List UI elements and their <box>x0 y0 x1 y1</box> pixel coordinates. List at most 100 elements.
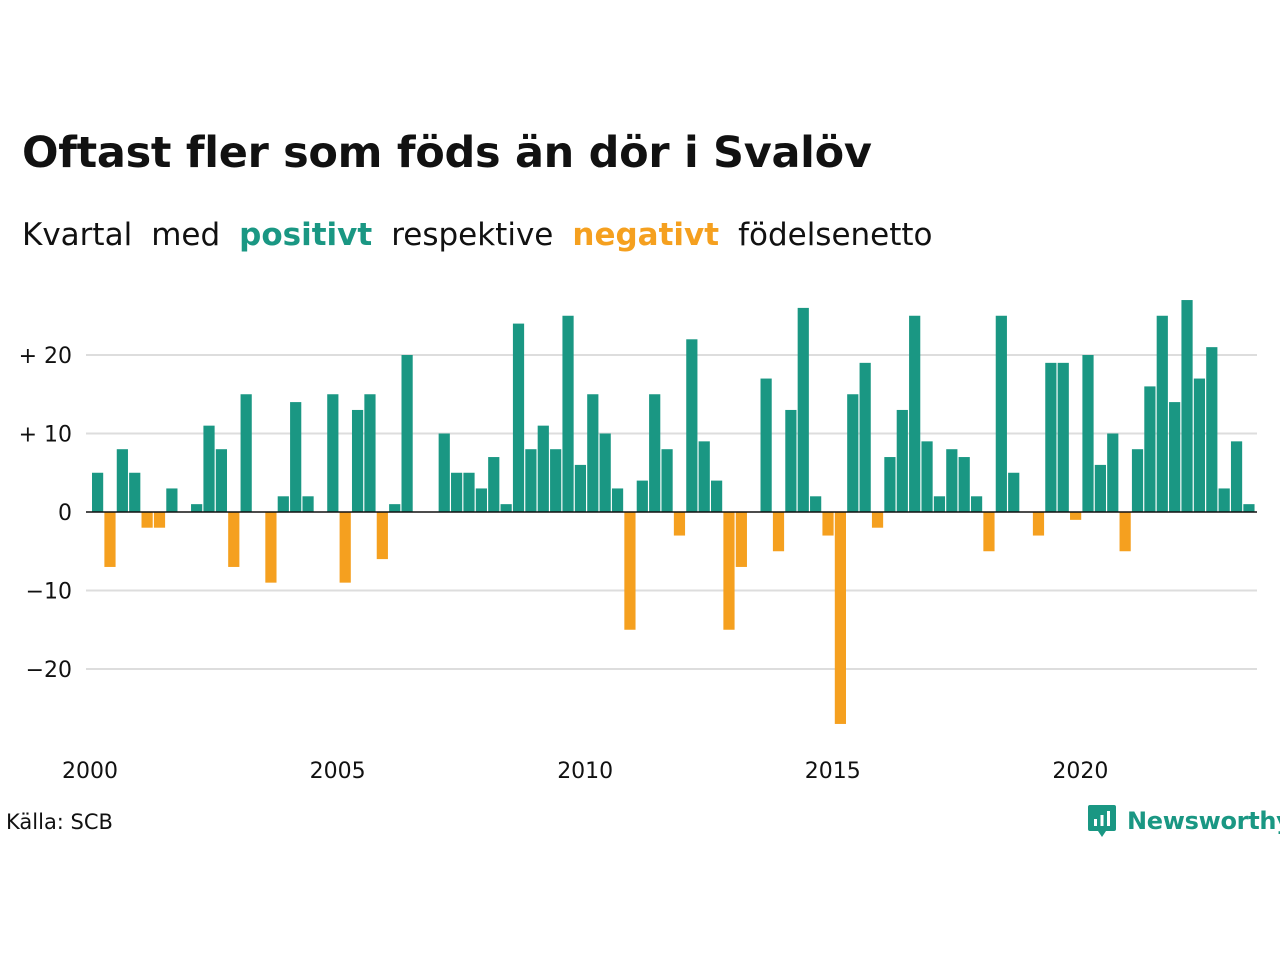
bar <box>636 480 648 512</box>
bar <box>946 449 958 512</box>
chart-grid <box>86 354 1257 670</box>
source-note: Källa: SCB <box>6 810 113 834</box>
bar <box>512 323 525 512</box>
bar <box>327 394 339 512</box>
bar <box>711 480 723 512</box>
bar <box>611 488 624 512</box>
bar <box>909 315 921 512</box>
bar <box>364 394 376 512</box>
bar <box>1181 300 1193 512</box>
chart-subtitle: Kvartal med positivt respektive negativt föde… <box>22 217 952 253</box>
bar <box>673 512 686 536</box>
bar <box>351 409 364 512</box>
bar <box>772 512 785 552</box>
bar <box>92 472 104 512</box>
bar <box>438 433 450 512</box>
subtitle-word: med <box>151 217 221 253</box>
bar <box>723 512 735 630</box>
bar <box>463 472 475 512</box>
bar <box>537 425 549 512</box>
bar <box>735 512 747 567</box>
bar <box>1218 488 1230 512</box>
bar <box>1156 315 1168 512</box>
bar <box>1119 512 1131 552</box>
bar <box>475 488 487 512</box>
y-tick-label: 0 <box>58 501 72 526</box>
chart-title: Oftast fler som föds än dör i Svalöv <box>22 128 872 178</box>
chart-bars <box>92 300 1255 724</box>
bar <box>785 409 797 512</box>
x-tick-label: 2010 <box>557 759 613 784</box>
bar <box>116 449 128 512</box>
bar <box>1082 355 1094 512</box>
subtitle-word: respektive <box>391 217 554 253</box>
bar <box>760 378 772 512</box>
bar <box>958 457 970 512</box>
bar <box>302 496 314 512</box>
y-tick-label: + 10 <box>19 423 72 448</box>
bar <box>1193 378 1206 512</box>
bar <box>970 496 983 512</box>
bar <box>389 504 401 512</box>
subtitle-negative: negativt <box>572 217 720 253</box>
x-tick-label: 2005 <box>310 759 366 784</box>
bar <box>686 339 698 512</box>
x-tick-label: 2015 <box>805 759 861 784</box>
bar <box>265 512 277 583</box>
bar <box>228 512 240 567</box>
brand-logo[interactable]: Newsworthy <box>1087 803 1280 839</box>
bar <box>1045 362 1057 512</box>
bar <box>698 441 710 512</box>
x-tick-label: 2000 <box>62 759 118 784</box>
bar <box>995 315 1007 512</box>
bar <box>104 512 116 567</box>
bar-chart: −20 −10 0 + 10 + 20 2000 2005 2010 2015 2020 <box>19 300 1257 784</box>
bar <box>896 409 908 512</box>
newsworthy-logo-icon <box>1088 805 1116 837</box>
bar <box>574 464 587 512</box>
bar <box>1008 472 1020 512</box>
subtitle-word: födelsenetto <box>738 217 933 253</box>
y-tick-label: −10 <box>26 580 72 605</box>
bar <box>797 307 809 512</box>
bar <box>1131 449 1144 512</box>
bar <box>859 362 871 512</box>
bar <box>277 496 289 512</box>
bar <box>203 425 215 512</box>
subtitle-positive: positivt <box>239 217 373 253</box>
y-tick-label: −20 <box>26 658 72 683</box>
bar <box>339 512 351 583</box>
bar <box>451 472 463 512</box>
subtitle-word: Kvartal <box>22 217 133 253</box>
bar <box>141 512 153 528</box>
bar <box>1107 433 1119 512</box>
bar <box>500 504 512 512</box>
bar <box>884 457 896 512</box>
bar <box>933 496 946 512</box>
bar <box>1169 402 1181 512</box>
x-tick-label: 2020 <box>1052 759 1108 784</box>
bar <box>1230 441 1243 512</box>
bar <box>847 394 859 512</box>
bar <box>649 394 661 512</box>
y-axis-ticks: −20 −10 0 + 10 + 20 <box>19 344 72 683</box>
bar <box>1206 347 1218 512</box>
bar <box>1032 512 1045 536</box>
brand-name: Newsworthy <box>1127 807 1280 835</box>
bar <box>921 441 933 512</box>
bar <box>587 394 599 512</box>
bar <box>1243 504 1255 512</box>
bar <box>290 402 302 512</box>
bar <box>661 449 673 512</box>
bar <box>599 433 611 512</box>
bar <box>1057 362 1069 512</box>
bar <box>834 512 846 724</box>
bar <box>562 315 574 512</box>
bar <box>983 512 995 552</box>
bar <box>550 449 562 512</box>
bar <box>129 472 141 512</box>
bar <box>1144 386 1156 512</box>
bar <box>215 449 227 512</box>
bar <box>1094 464 1106 512</box>
bar <box>488 457 500 512</box>
